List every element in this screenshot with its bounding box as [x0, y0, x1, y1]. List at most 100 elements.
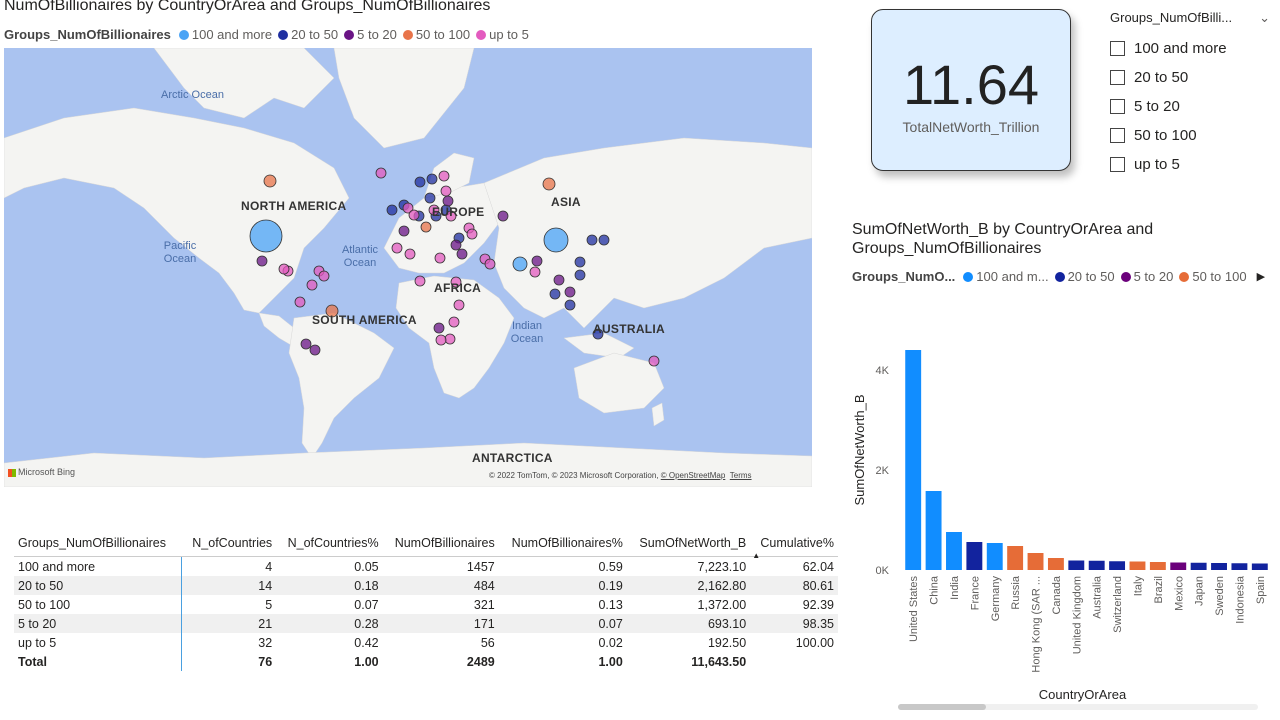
map-bubble[interactable] [440, 185, 452, 197]
map-legend-item[interactable]: up to 5 [476, 27, 529, 42]
map-bubble[interactable] [428, 204, 440, 216]
map-bubble[interactable] [448, 316, 460, 328]
map-bubble[interactable] [325, 304, 339, 318]
map-bubble[interactable] [435, 334, 447, 346]
bar[interactable] [1190, 562, 1207, 570]
table-row[interactable]: 5 to 20 21 0.28 171 0.07 693.10 98.35 [14, 614, 838, 633]
slicer-option[interactable]: 50 to 100 [1110, 121, 1275, 150]
map-bubble[interactable] [375, 167, 387, 179]
map-bubble[interactable] [450, 239, 462, 251]
map-legend-item[interactable]: 100 and more [178, 27, 272, 42]
bar-chart-scrollbar-track[interactable] [898, 704, 1258, 710]
map-bubble[interactable] [592, 328, 604, 340]
map-bubble[interactable] [553, 274, 565, 286]
bar[interactable] [1231, 563, 1248, 570]
map-bubble[interactable] [391, 242, 403, 254]
bar[interactable] [1251, 563, 1268, 571]
bar[interactable] [1068, 560, 1085, 571]
map-bubble[interactable] [434, 252, 446, 264]
bar-legend-item[interactable]: 100 and m... [963, 269, 1049, 284]
map-bubble[interactable] [438, 170, 450, 182]
bar[interactable] [1088, 560, 1105, 570]
map-bubble[interactable] [300, 338, 312, 350]
map-bubble[interactable] [512, 256, 528, 272]
legend-next-arrow-icon[interactable]: ▶ [1256, 271, 1266, 283]
map-bubble[interactable] [648, 355, 660, 367]
column-header[interactable]: N_ofCountries% [276, 530, 383, 557]
map-bubble[interactable] [574, 269, 586, 281]
map-bubble[interactable] [398, 225, 410, 237]
column-header[interactable]: SumOfNetWorth_B [626, 530, 751, 557]
bar-legend-item[interactable]: 5 to 20 [1120, 269, 1173, 284]
map-bubble[interactable] [549, 288, 561, 300]
bar-legend-item[interactable]: 20 to 50 [1054, 269, 1115, 284]
map-bubble[interactable] [484, 258, 496, 270]
map-legend-item[interactable]: 20 to 50 [278, 27, 338, 42]
checkbox-icon[interactable] [1110, 99, 1125, 114]
map-bubble[interactable] [404, 248, 416, 260]
map-bubble[interactable] [542, 177, 556, 191]
map-bubble[interactable] [444, 333, 456, 345]
slicer-option[interactable]: up to 5 [1110, 150, 1275, 179]
map-bubble[interactable] [529, 266, 541, 278]
slicer-header[interactable]: Groups_NumOfBilli... ⌄ [1110, 10, 1270, 26]
openstreetmap-link[interactable]: © OpenStreetMap [660, 471, 726, 480]
map-bubble[interactable] [414, 275, 426, 287]
table-row[interactable]: 50 to 100 5 0.07 321 0.13 1,372.00 92.39 [14, 595, 838, 614]
checkbox-icon[interactable] [1110, 157, 1125, 172]
map-bubble[interactable] [249, 219, 283, 253]
checkbox-icon[interactable] [1110, 70, 1125, 85]
slicer-option[interactable]: 5 to 20 [1110, 92, 1275, 121]
map-bubble[interactable] [586, 234, 598, 246]
bar-chart-scrollbar-thumb[interactable] [898, 704, 986, 710]
map-bubble[interactable] [318, 270, 330, 282]
terms-link[interactable]: Terms [729, 471, 752, 480]
map-bubble[interactable] [445, 210, 457, 222]
column-header[interactable]: N_ofCountries [181, 530, 277, 557]
slicer-option[interactable]: 20 to 50 [1110, 63, 1275, 92]
map-legend-item[interactable]: 5 to 20 [344, 27, 397, 42]
column-header[interactable]: Cumulative% ▲ [750, 530, 838, 560]
map-bubble[interactable] [426, 173, 438, 185]
bar[interactable] [1027, 553, 1044, 570]
map-bubble[interactable] [456, 248, 468, 260]
map-bubble[interactable] [263, 174, 277, 188]
sort-asc-icon[interactable]: ▲ [752, 551, 761, 560]
bar[interactable] [905, 350, 922, 570]
column-header[interactable]: NumOfBillionaires [382, 530, 499, 557]
map-bubble[interactable] [408, 209, 420, 221]
map-bubble[interactable] [414, 176, 426, 188]
map-bubble[interactable] [531, 255, 543, 267]
column-header[interactable]: NumOfBillionaires% [498, 530, 627, 557]
bar[interactable] [966, 542, 983, 570]
map-legend-item[interactable]: 50 to 100 [402, 27, 470, 42]
map-bubble[interactable] [598, 234, 610, 246]
bar[interactable] [1047, 558, 1064, 570]
bar-legend-item[interactable]: 50 to 100 [1179, 269, 1247, 284]
table-row[interactable]: 100 and more 4 0.05 1457 0.59 7,223.10 62.04 [14, 556, 838, 576]
checkbox-icon[interactable] [1110, 128, 1125, 143]
column-header[interactable]: Groups_NumOfBillionaires [14, 530, 182, 557]
bar[interactable] [1129, 561, 1146, 571]
bar-chart[interactable]: 0K 2K 4K SumOfNetWorth_B United States China I… [848, 300, 1276, 720]
bar[interactable] [1170, 562, 1187, 571]
map-bubble[interactable] [433, 322, 445, 334]
map-bubble[interactable] [450, 276, 462, 288]
bar[interactable] [1211, 563, 1227, 570]
map-bubble[interactable] [424, 192, 436, 204]
map-bubble[interactable] [294, 296, 306, 308]
bubble-map[interactable]: Arctic Ocean Pacific Ocean Atlantic Ocea… [4, 48, 812, 487]
slicer-option[interactable]: 100 and more [1110, 34, 1275, 63]
chevron-down-icon[interactable]: ⌄ [1259, 10, 1270, 25]
map-bubble[interactable] [564, 299, 576, 311]
bar[interactable] [946, 532, 962, 570]
map-bubble[interactable] [564, 286, 576, 298]
table-row[interactable]: 20 to 50 14 0.18 484 0.19 2,162.80 80.61 [14, 576, 838, 595]
map-bubble[interactable] [543, 227, 569, 253]
map-bubble[interactable] [386, 204, 398, 216]
map-bubble[interactable] [466, 228, 478, 240]
map-bubble[interactable] [278, 263, 290, 275]
checkbox-icon[interactable] [1110, 41, 1125, 56]
bar[interactable] [925, 491, 942, 570]
map-bubble[interactable] [574, 256, 586, 268]
